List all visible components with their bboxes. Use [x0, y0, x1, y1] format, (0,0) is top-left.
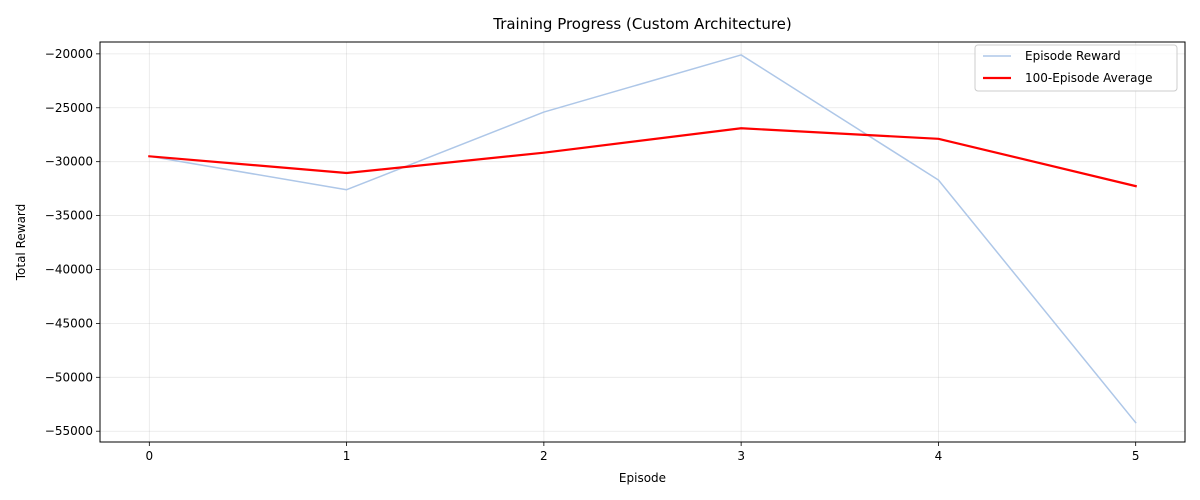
plot-frame [99, 41, 1186, 443]
x-tick-label: 0 [145, 449, 153, 463]
legend-box [974, 44, 1178, 92]
series-lines [148, 54, 1138, 424]
ticks: 0 1 2 3 4 5 −20000 −25000 −30000 −35000 −40000 −450… [45, 47, 1140, 463]
y-tick-label: −30000 [45, 155, 93, 169]
y-tick-label: −55000 [45, 424, 93, 438]
episode-reward-line [148, 54, 1137, 424]
y-tick-label: −35000 [45, 209, 93, 223]
legend: Episode Reward 100-Episode Average [974, 44, 1178, 92]
x-tick-label: 3 [737, 449, 745, 463]
x-tick-label: 4 [935, 449, 943, 463]
y-tick-label: −50000 [45, 370, 93, 384]
grid [100, 42, 1185, 442]
chart-title: Training Progress (Custom Architecture) [492, 15, 792, 33]
legend-items: Episode Reward 100-Episode Average [983, 49, 1152, 85]
x-axis-label: Episode [619, 471, 666, 485]
x-tick-label: 2 [540, 449, 548, 463]
y-axis-label: Total Reward [14, 204, 28, 282]
legend-label-episode-reward: Episode Reward [1025, 49, 1121, 63]
x-tick-label: 1 [343, 449, 351, 463]
x-tick-label: 5 [1132, 449, 1140, 463]
legend-label-average: 100-Episode Average [1025, 71, 1152, 85]
y-tick-label: −25000 [45, 101, 93, 115]
y-tick-label: −40000 [45, 262, 93, 276]
average-reward-line [148, 127, 1138, 188]
y-tick-label: −20000 [45, 47, 93, 61]
y-tick-label: −45000 [45, 316, 93, 330]
